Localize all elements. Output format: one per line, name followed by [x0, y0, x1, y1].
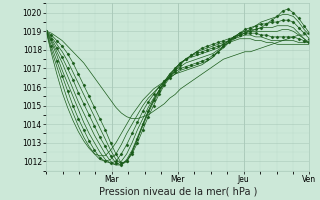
X-axis label: Pression niveau de la mer( hPa ): Pression niveau de la mer( hPa )	[99, 187, 257, 197]
